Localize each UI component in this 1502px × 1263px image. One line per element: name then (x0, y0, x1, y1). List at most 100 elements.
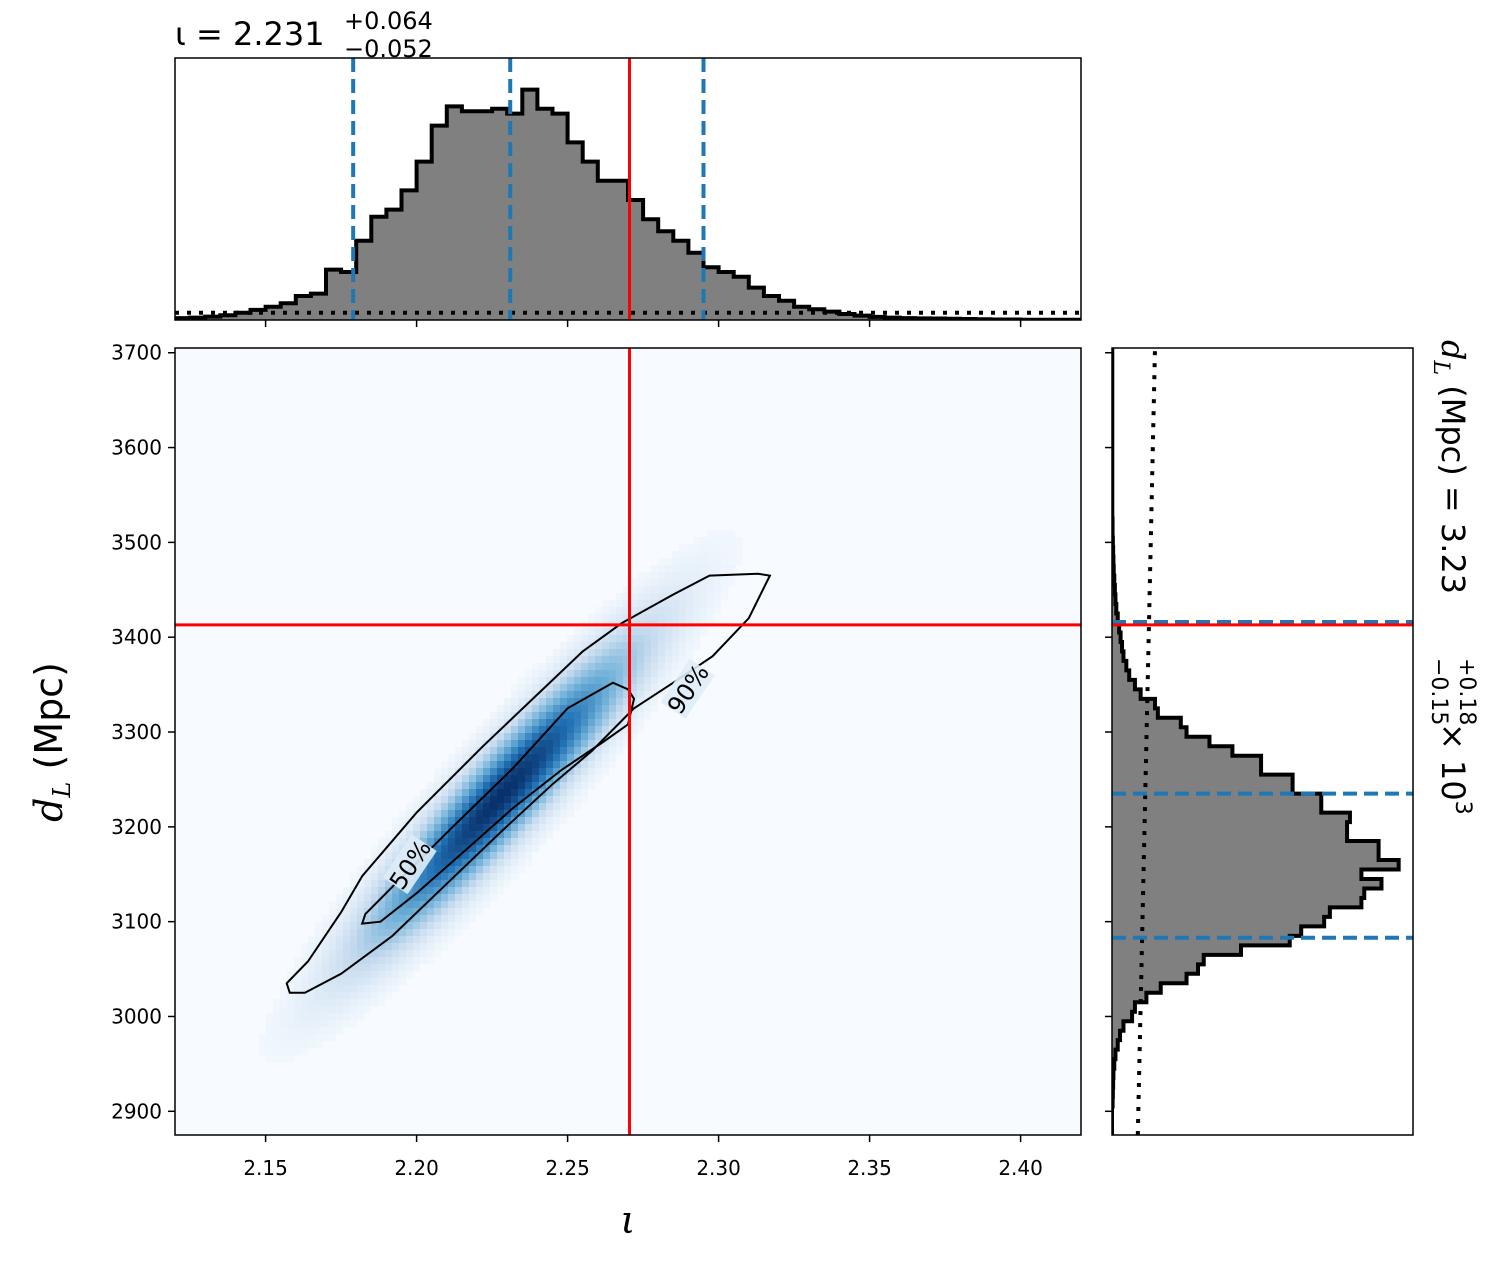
density-cell (308, 999, 316, 1007)
density-cell (497, 866, 505, 874)
density-cell (560, 733, 568, 741)
density-cell (658, 628, 666, 636)
density-cell (336, 978, 344, 986)
density-cell (427, 929, 435, 937)
density-cell (455, 838, 463, 846)
density-cell (497, 705, 505, 713)
density-cell (553, 803, 561, 811)
density-cell (728, 530, 736, 538)
density-cell (469, 740, 477, 748)
density-cell (455, 782, 463, 790)
density-cell (476, 775, 484, 783)
density-cell (462, 922, 470, 930)
density-cell (581, 719, 589, 727)
density-cell (392, 817, 400, 825)
density-cell (511, 831, 519, 839)
density-cell (497, 768, 505, 776)
density-cell (476, 908, 484, 916)
density-cell (427, 936, 435, 944)
density-cell (455, 866, 463, 874)
density-cell (511, 754, 519, 762)
density-cell (392, 957, 400, 965)
density-cell (385, 859, 393, 867)
density-cell (280, 1034, 288, 1042)
density-cell (518, 803, 526, 811)
density-cell (630, 614, 638, 622)
density-cell (392, 852, 400, 860)
density-cell (441, 796, 449, 804)
density-cell (581, 796, 589, 804)
density-cell (469, 775, 477, 783)
density-cell (462, 887, 470, 895)
density-cell (357, 887, 365, 895)
density-cell (546, 740, 554, 748)
density-cell (525, 852, 533, 860)
density-cell (315, 964, 323, 972)
density-cell (714, 586, 722, 594)
density-cell (539, 726, 547, 734)
density-cell (385, 845, 393, 853)
density-cell (406, 964, 414, 972)
density-cell (616, 656, 624, 664)
density-cell (546, 824, 554, 832)
density-cell (686, 572, 694, 580)
density-cell (609, 754, 617, 762)
density-cell (378, 999, 386, 1007)
density-cell (672, 558, 680, 566)
density-cell (560, 719, 568, 727)
density-cell (420, 838, 428, 846)
density-cell (693, 565, 701, 573)
density-cell (644, 698, 652, 706)
density-cell (539, 817, 547, 825)
svg-text:dL (Mpc) = 3.23: dL (Mpc) = 3.23 (1428, 340, 1472, 594)
density-cell (539, 831, 547, 839)
density-cell (651, 705, 659, 713)
density-cell (588, 628, 596, 636)
density-cell (546, 705, 554, 713)
density-cell (539, 670, 547, 678)
density-cell (476, 726, 484, 734)
density-cell (287, 1027, 295, 1035)
density-cell (490, 789, 498, 797)
density-cell (525, 817, 533, 825)
density-cell (350, 908, 358, 916)
density-cell (644, 656, 652, 664)
density-cell (294, 999, 302, 1007)
density-cell (581, 712, 589, 720)
density-cell (525, 789, 533, 797)
density-cell (406, 908, 414, 916)
density-cell (644, 663, 652, 671)
density-cell (294, 1006, 302, 1014)
density-cell (287, 1020, 295, 1028)
density-cell (532, 726, 540, 734)
density-cell (455, 810, 463, 818)
density-cell (385, 922, 393, 930)
density-cell (609, 719, 617, 727)
density-cell (658, 607, 666, 615)
density-cell (581, 733, 589, 741)
density-cell (287, 971, 295, 979)
density-cell (392, 978, 400, 986)
density-cell (581, 628, 589, 636)
density-cell (518, 789, 526, 797)
density-cell (364, 999, 372, 1007)
density-cell (322, 1013, 330, 1021)
density-cell (504, 712, 512, 720)
density-cell (441, 789, 449, 797)
density-cell (371, 999, 379, 1007)
density-cell (497, 859, 505, 867)
density-cell (476, 817, 484, 825)
density-cell (665, 684, 673, 692)
density-cell (273, 1041, 281, 1049)
density-cell (469, 733, 477, 741)
density-cell (441, 838, 449, 846)
density-cell (385, 971, 393, 979)
density-cell (532, 733, 540, 741)
density-cell (462, 838, 470, 846)
density-cell (616, 649, 624, 657)
dL-title: dL (Mpc) = 3.23 +0.18 −0.15 × 103 (1426, 340, 1479, 815)
density-cell (707, 537, 715, 545)
density-cell (644, 579, 652, 587)
density-cell (567, 705, 575, 713)
density-cell (462, 789, 470, 797)
